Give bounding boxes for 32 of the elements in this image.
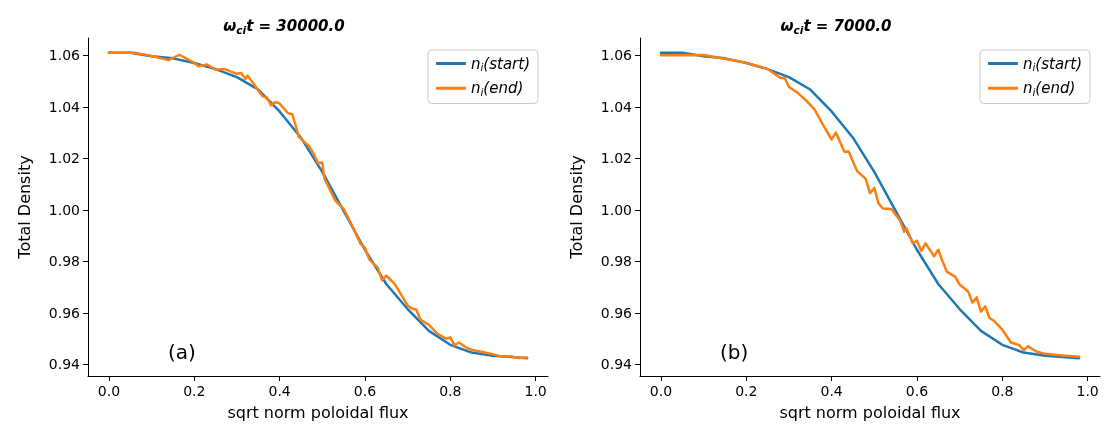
x-tick-label: 1.0: [1076, 383, 1099, 399]
x-tick-label: 0.8: [991, 383, 1014, 399]
x-tick-label: 0.0: [97, 383, 121, 399]
x-tick-label: 0.6: [905, 383, 929, 399]
x-tick-label: 0.2: [183, 383, 206, 399]
x-tick-label: 0.8: [439, 383, 462, 399]
y-tick-label: 1.06: [48, 47, 81, 64]
x-tick-label: 0.0: [649, 383, 673, 399]
y-tick-label: 0.96: [600, 304, 633, 321]
y-tick-label: 1.00: [48, 201, 80, 218]
y-tick-label: 0.98: [48, 253, 80, 270]
y-tick-label: 1.06: [600, 47, 633, 64]
annotation: (b): [720, 340, 749, 364]
y-tick-label: 0.98: [600, 253, 632, 270]
y-tick-label: 0.94: [600, 356, 633, 373]
x-axis-title: sqrt norm poloidal flux: [227, 402, 409, 422]
y-axis-title: Total Density: [566, 155, 586, 260]
y-axis-title: Total Density: [14, 155, 34, 260]
annotation: (a): [168, 340, 196, 364]
y-tick-label: 0.94: [48, 356, 81, 373]
y-tick-label: 1.00: [600, 201, 632, 218]
y-tick-label: 1.02: [600, 150, 632, 167]
x-tick-label: 0.4: [820, 383, 843, 399]
y-tick-label: 1.04: [600, 98, 633, 115]
x-tick-label: 0.2: [735, 383, 758, 399]
x-tick-label: 0.4: [268, 383, 291, 399]
y-tick-label: 1.02: [48, 150, 80, 167]
x-tick-label: 0.6: [353, 383, 377, 399]
x-tick-label: 1.0: [524, 383, 547, 399]
y-tick-label: 1.04: [48, 98, 81, 115]
y-tick-label: 0.96: [48, 304, 81, 321]
x-axis-title: sqrt norm poloidal flux: [779, 402, 961, 422]
